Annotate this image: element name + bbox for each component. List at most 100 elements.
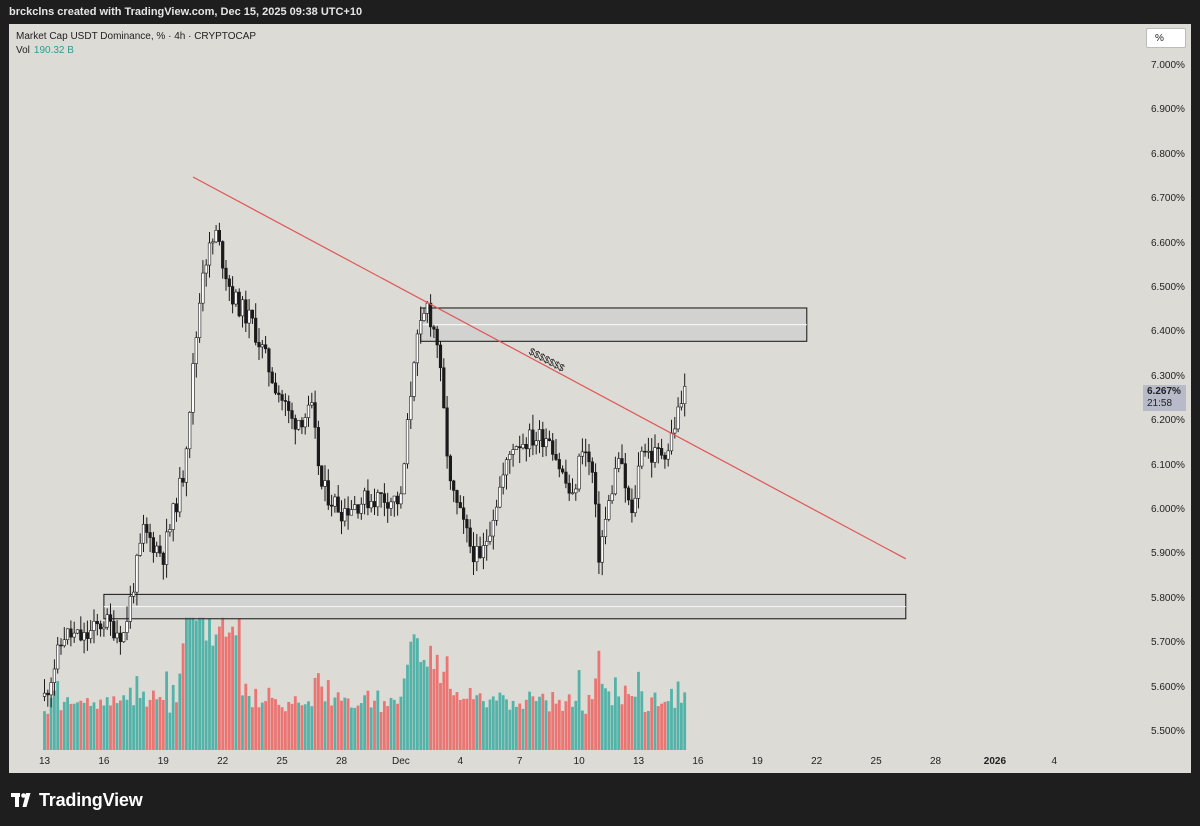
volume-bar [175, 702, 178, 750]
volume-bar [82, 702, 86, 750]
candle [478, 536, 482, 559]
volume-bar [581, 710, 584, 750]
volume-bar [472, 699, 475, 750]
volume-bar [152, 690, 155, 750]
time-tick-label: 28 [335, 756, 348, 767]
candle [260, 339, 264, 359]
candle [329, 494, 334, 517]
volume-bar [208, 618, 211, 750]
volume-bar [313, 677, 317, 750]
volume-bar [290, 703, 294, 750]
candle [151, 531, 156, 563]
volume-bar [353, 707, 357, 750]
candle [155, 541, 159, 558]
volume-bar [76, 702, 79, 750]
candle [194, 331, 198, 378]
candle [122, 632, 126, 643]
price-tick-label: 5.800% [1151, 592, 1185, 604]
candle [214, 225, 218, 244]
candle [132, 583, 136, 604]
volume-bar [495, 700, 498, 750]
volume-bar [340, 700, 343, 750]
candle [452, 479, 456, 503]
time-axis[interactable] [9, 751, 1191, 773]
candle [683, 373, 687, 417]
volume-bar [600, 683, 604, 750]
candle [412, 361, 416, 402]
volume-bar [435, 654, 439, 750]
volume-bar [138, 697, 142, 750]
candle [99, 620, 103, 637]
candle [524, 437, 528, 462]
candle [511, 443, 515, 467]
volume-bar [260, 702, 264, 750]
volume-bar [531, 696, 535, 750]
candle [491, 509, 495, 550]
volume-bar [577, 670, 581, 750]
candle [419, 306, 423, 344]
candle [72, 621, 76, 643]
candle [75, 629, 80, 635]
volume-bar [409, 641, 413, 750]
volume-bar [43, 711, 46, 750]
candle [445, 396, 449, 469]
tradingview-logo[interactable]: TradingView [11, 789, 143, 811]
candle [59, 638, 63, 655]
candle [270, 367, 274, 385]
volume-bar [406, 664, 409, 750]
candle [603, 506, 608, 545]
candle [514, 445, 518, 450]
volume-bar [92, 702, 96, 750]
volume-bar [221, 617, 225, 750]
candle [293, 414, 297, 445]
volume-bar [462, 698, 465, 750]
symbol-title: Market Cap USDT Dominance, % · 4h · CRYP… [16, 31, 257, 42]
candle [102, 621, 106, 637]
volume-bar [524, 699, 528, 750]
time-tick-label: 19 [751, 756, 763, 767]
volume-bar [396, 703, 399, 750]
candle [323, 465, 327, 502]
candle [333, 493, 337, 513]
volume-bar [142, 691, 145, 750]
candle [211, 238, 215, 255]
volume-bar [158, 696, 162, 750]
volume-bar [666, 701, 670, 750]
candle [422, 307, 426, 322]
candle [62, 627, 66, 648]
candle [89, 620, 93, 644]
candle [135, 553, 139, 606]
zone-box[interactable] [420, 307, 808, 342]
candle [138, 533, 142, 557]
candle [188, 411, 192, 459]
volume-bar [402, 678, 406, 750]
price-tick-label: 6.500% [1151, 282, 1185, 293]
time-tick-label: 22 [217, 756, 229, 767]
right-edge [1191, 24, 1200, 773]
chart-plot-area[interactable] [9, 24, 1142, 751]
trendline[interactable] [192, 176, 907, 560]
candle [316, 420, 321, 475]
candle [237, 288, 241, 318]
candle [49, 677, 53, 708]
time-tick-label: 7 [516, 756, 523, 767]
volume-bar [287, 701, 291, 750]
volume-bar [257, 707, 261, 750]
candle [468, 519, 472, 554]
candle [587, 443, 591, 476]
volume-bar [231, 626, 234, 750]
volume-bar [56, 681, 60, 750]
percent-scale-button[interactable]: % [1146, 28, 1186, 48]
volume-bar [191, 617, 195, 750]
tradingview-logo-icon [11, 793, 31, 807]
volume-bar [115, 703, 119, 750]
candle [300, 417, 304, 435]
candle [224, 260, 228, 291]
candle [372, 488, 377, 516]
zone-box[interactable] [103, 593, 907, 620]
candle [310, 392, 314, 409]
candle [52, 659, 56, 696]
volume-bar [442, 671, 446, 750]
candle [181, 470, 185, 487]
volume-bar [201, 617, 205, 750]
